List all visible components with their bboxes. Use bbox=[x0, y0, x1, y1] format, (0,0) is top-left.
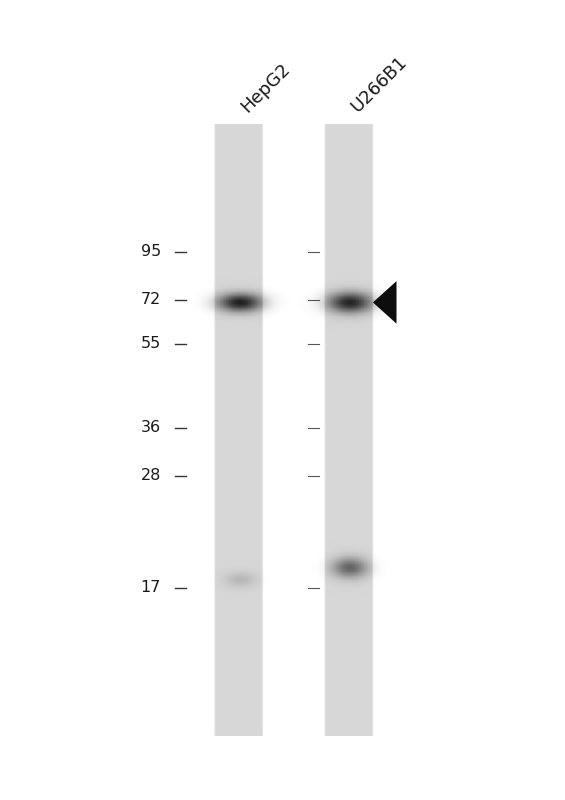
Text: 55: 55 bbox=[141, 337, 161, 351]
Text: HepG2: HepG2 bbox=[237, 60, 293, 116]
Polygon shape bbox=[373, 281, 397, 324]
Text: U266B1: U266B1 bbox=[347, 53, 411, 116]
Text: 95: 95 bbox=[141, 245, 161, 259]
Text: 28: 28 bbox=[141, 469, 161, 483]
Text: 17: 17 bbox=[141, 581, 161, 595]
Text: 72: 72 bbox=[141, 293, 161, 307]
Text: 36: 36 bbox=[141, 421, 161, 435]
